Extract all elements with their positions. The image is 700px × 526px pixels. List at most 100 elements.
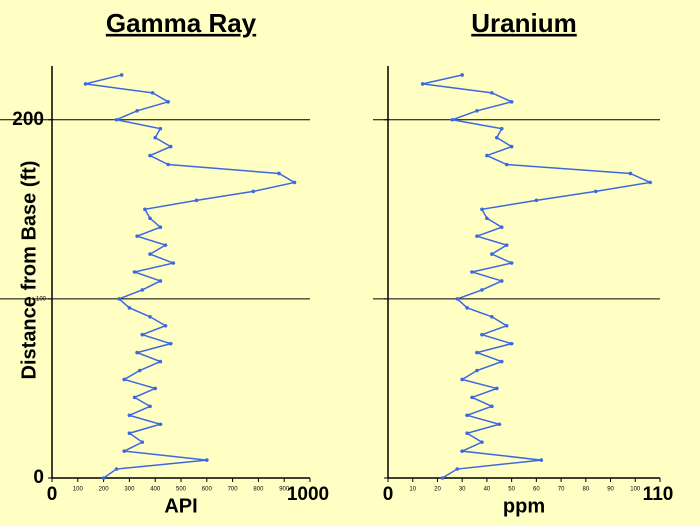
x-tick-label: 800 (253, 487, 264, 493)
log-point (470, 270, 474, 274)
log-point (114, 467, 119, 471)
x-tick-label: 60 (533, 487, 540, 493)
log-point (460, 449, 464, 453)
log-point (593, 189, 598, 194)
log-point (140, 288, 145, 292)
log-point (499, 279, 504, 283)
log-point (475, 368, 479, 373)
log-point (168, 144, 173, 149)
log-point (490, 314, 494, 319)
x-tick-label: 110 (643, 484, 674, 505)
log-point (137, 368, 142, 373)
log-point (83, 82, 88, 86)
x-tick-label: 700 (228, 487, 239, 493)
log-point (490, 404, 494, 409)
log-point (420, 82, 425, 86)
y-tick-label: 100 (36, 296, 47, 302)
log-point (490, 91, 494, 95)
log-point (143, 207, 147, 212)
log-point (648, 180, 652, 185)
log-point (455, 297, 460, 301)
log-point (135, 234, 139, 238)
x-tick-label: 500 (176, 487, 187, 493)
log-point (132, 270, 137, 274)
log-point (205, 458, 209, 462)
log-point (148, 404, 152, 409)
log-point (166, 162, 170, 167)
log-point (480, 332, 484, 337)
log-point (127, 431, 132, 436)
log-point (292, 180, 297, 185)
log-point (539, 458, 544, 462)
log-point (158, 279, 163, 283)
x-tick-label: 100 (73, 487, 84, 493)
x-tick-label: 20 (434, 487, 441, 493)
log-point (628, 171, 633, 176)
x-tick-label: 30 (459, 487, 466, 493)
log-point (135, 350, 139, 355)
log-point (101, 476, 106, 480)
log-point (465, 413, 469, 418)
log-point (534, 198, 539, 203)
log-point (114, 117, 119, 122)
x-tick-label: 300 (124, 487, 135, 493)
log-point (485, 216, 489, 221)
log-point (158, 422, 163, 427)
x-tick-label: 80 (582, 487, 589, 493)
y-tick-label: 200 (12, 109, 44, 130)
log-point (163, 323, 168, 328)
log-point (148, 314, 152, 319)
log-point (470, 395, 474, 400)
log-point (122, 377, 127, 382)
y-tick-label: 0 (33, 467, 44, 488)
x-tick-label: 600 (202, 487, 213, 493)
x-tick-label: 100 (630, 487, 641, 493)
log-point (140, 332, 145, 337)
chart-title: Uranium (471, 8, 576, 38)
log-point (455, 467, 460, 471)
log-point (194, 198, 199, 203)
x-tick-label: 10 (409, 487, 416, 493)
x-tick-label: 0 (47, 484, 58, 505)
log-point (127, 306, 132, 310)
log-point (497, 422, 502, 427)
log-point (475, 350, 479, 355)
log-point (460, 377, 464, 382)
log-point (148, 216, 152, 221)
log-point (460, 73, 464, 77)
log-point (440, 476, 445, 480)
log-point (135, 108, 139, 113)
log-point (251, 189, 256, 194)
x-axis-label: ppm (503, 495, 545, 517)
y-axis-label: Distance from Base (ft) (18, 161, 40, 380)
x-tick-label: 900 (279, 487, 290, 493)
log-point (465, 431, 469, 436)
x-tick-label: 40 (484, 487, 491, 493)
log-point (148, 252, 152, 256)
log-point (171, 261, 176, 265)
x-tick-label: 70 (558, 487, 565, 493)
log-point (475, 234, 479, 238)
chart-title: Gamma Ray (106, 8, 257, 38)
log-point (490, 252, 494, 256)
log-point (153, 135, 157, 140)
x-tick-label: 50 (508, 487, 515, 493)
log-line (422, 74, 653, 479)
x-tick-label: 0 (383, 484, 394, 505)
log-point (480, 207, 484, 212)
log-point (158, 225, 163, 230)
log-point (485, 153, 489, 158)
log-point (475, 108, 479, 113)
x-tick-label: 90 (607, 487, 614, 493)
log-point (495, 386, 499, 391)
log-point (509, 144, 514, 149)
log-point (495, 135, 499, 140)
x-tick-label: 200 (99, 487, 110, 493)
log-point (132, 395, 137, 400)
log-point (509, 261, 514, 265)
log-point (504, 162, 509, 167)
log-point (158, 359, 163, 364)
log-point (122, 449, 127, 453)
log-point (480, 288, 484, 292)
